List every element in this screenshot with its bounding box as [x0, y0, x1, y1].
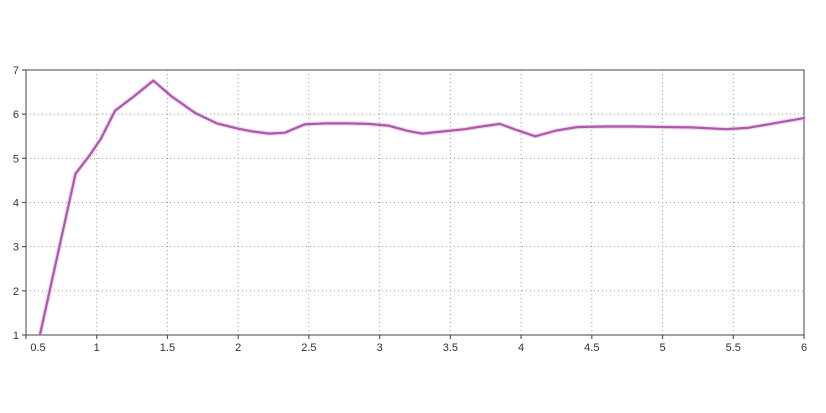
x-tick-label: 1 — [94, 342, 100, 354]
x-tick-label: 0.5 — [30, 342, 45, 354]
x-tick-label: 6 — [801, 342, 807, 354]
data-line-halo — [37, 78, 807, 337]
x-tick-label: 2 — [235, 342, 241, 354]
y-tick-label: 4 — [13, 198, 19, 210]
y-tick-label: 3 — [13, 242, 19, 254]
y-tick-label: 2 — [13, 286, 19, 298]
x-tick-label: 3 — [377, 342, 383, 354]
y-tick-label: 1 — [13, 330, 19, 342]
x-tick-label: 2.5 — [301, 342, 316, 354]
x-tick-label: 4 — [518, 342, 524, 354]
x-tick-label: 5.5 — [726, 342, 741, 354]
y-tick-label: 5 — [13, 153, 19, 165]
y-tick-label: 7 — [13, 65, 19, 77]
x-tick-label: 5 — [659, 342, 665, 354]
x-tick-label: 3.5 — [443, 342, 458, 354]
y-tick-label: 6 — [13, 109, 19, 121]
data-line — [38, 79, 806, 336]
x-tick-label: 4.5 — [584, 342, 599, 354]
x-tick-label: 1.5 — [160, 342, 175, 354]
